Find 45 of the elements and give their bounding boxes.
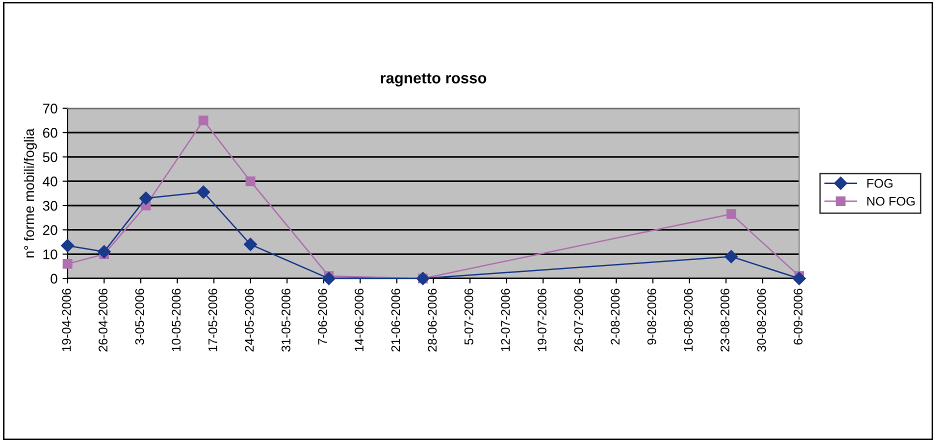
y-axis-title: n° forme mobili/foglia: [24, 128, 37, 258]
point: [726, 209, 736, 219]
legend-label: NO FOG: [867, 196, 915, 206]
y-tick-label: 40: [42, 176, 58, 186]
x-tick-label: 30-08-2006: [757, 288, 766, 352]
point: [246, 176, 256, 186]
point: [60, 239, 74, 252]
y-tick-label: 20: [43, 225, 58, 236]
x-tick-label: 12-07-2006: [501, 288, 510, 352]
y-tick-label: 70: [43, 104, 58, 114]
point: [196, 186, 210, 199]
x-tick-label: 17-05-2006: [208, 288, 218, 352]
legend-label: FOG: [867, 178, 892, 188]
chart-title: ragnetto rosso: [380, 73, 486, 87]
x-tick-label: 26-04-2006: [98, 288, 108, 352]
x-tick-label: 5-07-2006: [464, 288, 474, 345]
point: [139, 192, 153, 205]
x-tick-label: 14-06-2006: [354, 288, 364, 352]
x-tick-label: 23-08-2006: [720, 288, 730, 352]
point: [244, 238, 258, 252]
x-tick-label: 31-05-2006: [282, 288, 290, 352]
y-tick-label: 10: [43, 249, 58, 260]
x-tick-label: 16-08-2006: [684, 288, 693, 352]
x-tick-label: 21-06-2006: [391, 288, 400, 352]
y-tick-label: 30: [42, 200, 58, 211]
point: [198, 116, 208, 126]
x-tick-label: 26-07-2006: [574, 288, 584, 352]
y-tick-label: 50: [42, 152, 58, 162]
x-tick-label: 2-08-2006: [610, 288, 620, 345]
x-tick-label: 10-05-2006: [172, 288, 181, 352]
point: [98, 245, 111, 258]
x-tick-label: 9-08-2006: [647, 288, 656, 345]
x-tick-label: 19-04-2006: [62, 288, 71, 352]
point: [792, 272, 806, 286]
x-tick-label: 28-06-2006: [428, 288, 437, 352]
y-tick-label: 0: [50, 274, 58, 284]
x-tick-label: 19-07-2006: [538, 288, 546, 352]
point: [62, 259, 72, 269]
x-tick-label: 7-06-2006: [318, 288, 327, 345]
point: [724, 250, 738, 264]
point: [322, 272, 336, 286]
x-tick-label: 6-09-2006: [794, 288, 803, 345]
y-tick-label: 60: [43, 128, 58, 138]
x-tick-label: 24-05-2006: [244, 288, 254, 352]
x-tick-label: 3-05-2006: [135, 288, 144, 345]
